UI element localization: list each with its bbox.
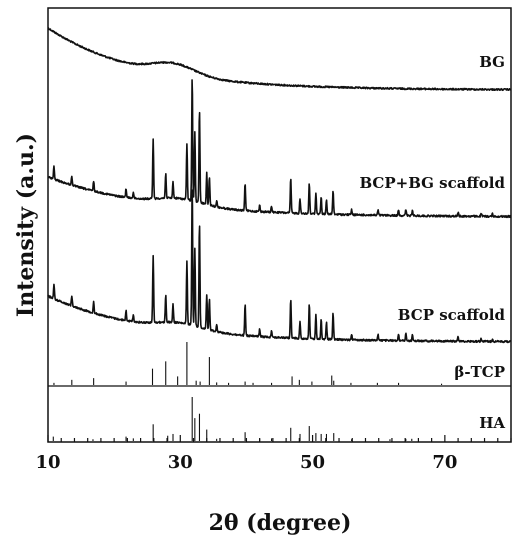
trace-bcp-scaffold — [47, 189, 512, 344]
x-tick-label: 50 — [300, 452, 325, 473]
trace-bg — [47, 27, 512, 92]
label-ha: HA — [479, 414, 505, 432]
traces — [47, 27, 512, 344]
plot-frame — [47, 7, 512, 443]
label-bcp-scaffold: BCP scaffold — [398, 306, 506, 324]
label-bg: BG — [479, 53, 505, 71]
y-axis-label: Intensity (a.u.) — [13, 133, 39, 317]
x-axis-ticks — [47, 435, 512, 442]
x-tick-label: 30 — [168, 452, 193, 473]
label-beta-tcp: β-TCP — [454, 363, 505, 381]
reference-patterns — [52, 342, 443, 441]
trace-bcp-bg-scaffold — [47, 79, 512, 219]
x-axis-tick-labels: 10 30 50 70 — [35, 452, 457, 473]
series-labels: BG BCP+BG scaffold BCP scaffold β-TCP HA — [359, 53, 505, 432]
x-tick-label: 70 — [432, 452, 457, 473]
x-axis-label: 2θ (degree) — [209, 510, 352, 536]
label-bcp-bg-scaffold: BCP+BG scaffold — [359, 174, 505, 192]
x-tick-label: 10 — [35, 452, 60, 473]
